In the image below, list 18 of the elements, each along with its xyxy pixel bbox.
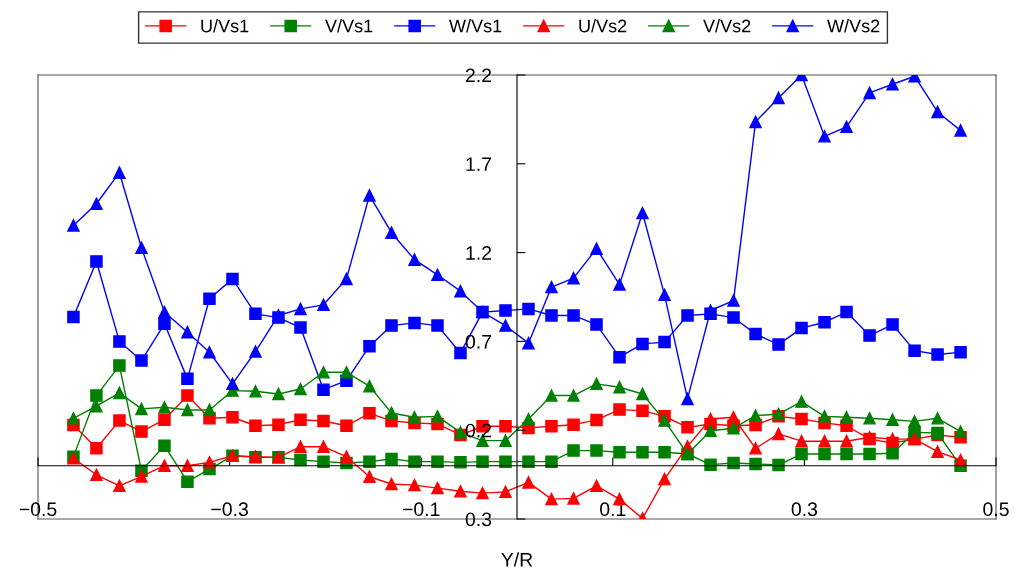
y-tick-label: 1.7	[466, 157, 492, 171]
y-tick-label: 0.7	[465, 334, 492, 349]
x-tick-label: 0.5	[983, 502, 1009, 517]
y-tick-label: 0.2	[465, 423, 492, 438]
x-tick-label: −0.1	[402, 502, 440, 517]
legend-label: U/Vs2	[579, 19, 627, 33]
legend-label: V/Vs2	[703, 19, 751, 33]
x-tick-label: −0.3	[211, 502, 248, 517]
x-axis-title: Y/R	[501, 552, 533, 567]
x-tick-label: −0.5	[19, 502, 57, 517]
y-tick-label: 2.2	[465, 68, 492, 83]
y-tick-label: 1.2	[466, 246, 492, 260]
x-tick-label: 0.3	[791, 502, 818, 517]
legend-label: V/Vs1	[325, 19, 373, 33]
legend-label: U/Vs1	[201, 19, 249, 33]
legend-label: W/Vs2	[827, 19, 880, 33]
legend-label: W/Vs1	[449, 19, 502, 33]
y-tick-label: 0.3	[465, 512, 492, 527]
